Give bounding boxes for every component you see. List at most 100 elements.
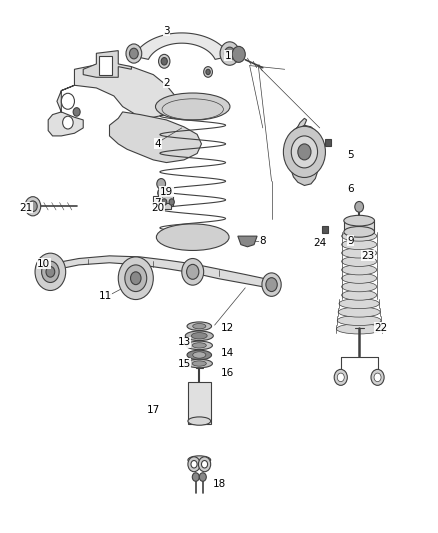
Text: 24: 24 [313,238,326,247]
Circle shape [169,199,174,205]
Polygon shape [293,118,307,139]
Ellipse shape [344,227,374,237]
Ellipse shape [342,256,377,266]
Polygon shape [134,33,230,59]
Circle shape [337,373,344,382]
Circle shape [266,278,277,292]
Circle shape [126,44,142,63]
Circle shape [25,197,41,216]
Circle shape [182,259,204,285]
Circle shape [262,273,281,296]
Text: 16: 16 [221,368,234,378]
Text: 6: 6 [347,184,354,194]
Text: 7: 7 [154,198,161,207]
Circle shape [201,461,208,468]
Ellipse shape [339,298,379,309]
Circle shape [220,42,239,65]
FancyBboxPatch shape [325,139,331,146]
Circle shape [199,473,206,481]
Ellipse shape [188,417,211,425]
Polygon shape [238,236,257,247]
Circle shape [334,369,347,385]
Circle shape [46,266,55,277]
Ellipse shape [342,281,377,292]
FancyBboxPatch shape [99,56,112,75]
Circle shape [224,47,235,60]
Circle shape [61,93,74,109]
Ellipse shape [186,359,212,368]
Ellipse shape [186,341,212,350]
Polygon shape [83,51,131,77]
Ellipse shape [342,265,377,275]
Polygon shape [50,256,272,287]
Text: 22: 22 [374,323,388,333]
Circle shape [355,201,364,212]
Circle shape [42,261,59,282]
Text: 4: 4 [154,139,161,149]
Ellipse shape [192,343,206,348]
Circle shape [206,69,210,75]
Ellipse shape [156,224,229,251]
Ellipse shape [337,316,381,326]
Text: 5: 5 [347,150,354,159]
Ellipse shape [192,361,206,366]
Text: 10: 10 [37,259,50,269]
Text: 3: 3 [163,26,170,36]
Text: 23: 23 [361,251,374,261]
FancyBboxPatch shape [153,196,173,206]
Circle shape [131,272,141,285]
Ellipse shape [342,290,377,300]
Text: 2: 2 [163,78,170,87]
Text: 1: 1 [224,51,231,61]
Circle shape [154,199,159,205]
Circle shape [191,461,197,468]
Ellipse shape [191,333,207,339]
Circle shape [371,369,384,385]
Ellipse shape [155,93,230,120]
Circle shape [291,136,318,168]
Text: 11: 11 [99,291,112,301]
Text: 8: 8 [259,236,266,246]
Circle shape [125,265,147,292]
Circle shape [374,373,381,382]
Circle shape [35,253,66,290]
Circle shape [187,264,199,279]
Circle shape [232,46,245,62]
Circle shape [159,54,170,68]
Polygon shape [287,125,322,172]
Circle shape [28,201,37,212]
Text: 14: 14 [221,348,234,358]
Circle shape [161,58,167,65]
Text: 17: 17 [147,406,160,415]
Text: 13: 13 [177,337,191,347]
Ellipse shape [193,324,206,329]
Ellipse shape [185,331,213,341]
Circle shape [118,257,153,300]
Circle shape [204,67,212,77]
Circle shape [73,108,80,116]
Circle shape [130,48,138,59]
Ellipse shape [342,248,377,258]
Circle shape [192,473,199,481]
Circle shape [283,126,325,177]
Circle shape [188,457,200,472]
Ellipse shape [187,322,212,330]
Ellipse shape [338,307,380,317]
Circle shape [298,144,311,160]
Ellipse shape [188,456,211,464]
Polygon shape [110,112,201,163]
FancyBboxPatch shape [344,220,374,232]
FancyBboxPatch shape [188,382,211,424]
Circle shape [198,457,211,472]
Text: 18: 18 [212,479,226,489]
Circle shape [63,116,73,129]
Polygon shape [291,169,318,185]
Circle shape [158,189,165,197]
Polygon shape [48,64,175,136]
Text: 19: 19 [160,187,173,197]
Circle shape [162,199,167,205]
Ellipse shape [342,273,377,284]
FancyBboxPatch shape [155,203,171,209]
Text: 9: 9 [347,236,354,246]
Ellipse shape [342,231,377,241]
